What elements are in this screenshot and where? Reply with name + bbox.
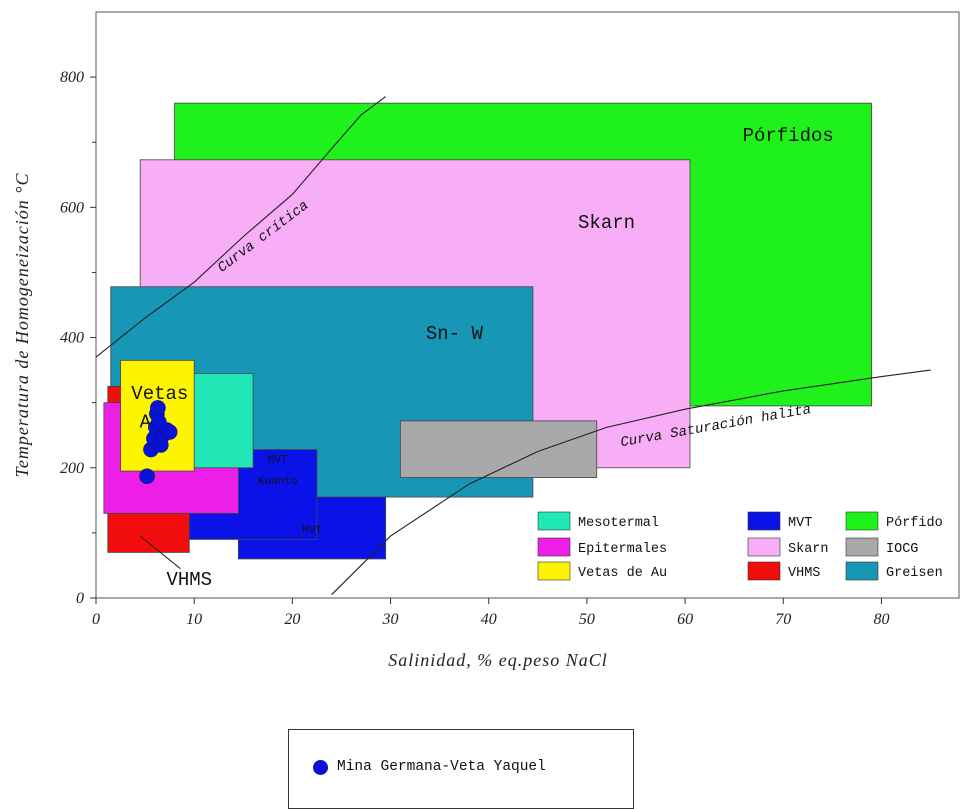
legend-label-porfido: Pórfido bbox=[886, 516, 943, 531]
region-label-mvt: MVT bbox=[302, 525, 322, 537]
vhms-pointer bbox=[139, 535, 181, 570]
x-tick-label: 10 bbox=[186, 611, 202, 628]
curve-curva-saturacion-halita bbox=[331, 369, 931, 596]
deposit-legend: Mesotermal Epitermales Vetas de Au MVT Skarn… bbox=[537, 511, 943, 581]
x-tick-label: 40 bbox=[481, 611, 497, 628]
sample-marker-icon bbox=[313, 760, 328, 775]
legend-swatch-greisen bbox=[845, 561, 879, 581]
data-point bbox=[150, 400, 166, 416]
y-axis-label: Temperatura de Homogeneización °C bbox=[12, 172, 32, 477]
y-tick-label: 0 bbox=[76, 590, 84, 607]
data-point bbox=[161, 424, 178, 440]
vhms-annotation: VHMS bbox=[166, 569, 212, 591]
x-tick-label: 70 bbox=[775, 611, 791, 628]
legend-swatch-vhms bbox=[747, 561, 781, 581]
legend-label-greisen: Greisen bbox=[886, 566, 943, 581]
region-label-sn-w: Sn- W bbox=[426, 323, 484, 345]
legend-swatch-mesotermal bbox=[537, 511, 571, 531]
samples-legend: Mina Germana-Veta Yaquel bbox=[288, 729, 634, 809]
legend-label-vhms: VHMS bbox=[788, 566, 820, 581]
legend-swatch-epitermales bbox=[537, 537, 571, 557]
x-tick-label: 0 bbox=[92, 611, 100, 628]
plot-frame bbox=[95, 11, 960, 599]
x-axis-label: Salinidad, % eq.peso NaCl bbox=[388, 650, 608, 670]
legend-swatch-vetas-de-au bbox=[537, 561, 571, 581]
region-label-vetas-line1: Vetas bbox=[131, 383, 188, 405]
legend-swatch-iocg bbox=[845, 537, 879, 557]
y-tick-label: 200 bbox=[60, 460, 84, 477]
samples-legend-label: Mina Germana-Veta Yaquel bbox=[337, 759, 546, 775]
y-tick-label: 600 bbox=[60, 199, 84, 216]
axes: 0 10 20 30 40 50 60 70 800200400600800Salinidad,… bbox=[12, 69, 889, 670]
legend-label-iocg: IOCG bbox=[886, 542, 918, 557]
legend-label-mesotermal: Mesotermal bbox=[578, 516, 659, 531]
regions bbox=[103, 102, 873, 560]
x-tick-label: 50 bbox=[579, 611, 595, 628]
region-label-mvt-kuanto-line1: MVT bbox=[268, 455, 288, 467]
curve-curva-critica bbox=[95, 96, 386, 358]
legend-label-vetas-de-au: Vetas de Au bbox=[578, 566, 667, 581]
legend-swatch-porfido bbox=[845, 511, 879, 531]
legend-label-mvt: MVT bbox=[788, 516, 812, 531]
region-label-porfidos: Pórfidos bbox=[743, 125, 834, 147]
legend-label-epitermales: Epitermales bbox=[578, 542, 667, 557]
x-tick-label: 30 bbox=[382, 611, 399, 628]
x-tick-label: 20 bbox=[284, 611, 300, 628]
region-iocg bbox=[399, 420, 598, 478]
region-label-mvt-kuanto-line2: Kuanto bbox=[258, 476, 298, 488]
region-label-skarn: Skarn bbox=[578, 212, 635, 234]
legend-label-skarn: Skarn bbox=[788, 542, 829, 557]
y-tick-label: 400 bbox=[60, 330, 84, 347]
x-tick-label: 80 bbox=[873, 611, 889, 628]
legend-swatch-skarn bbox=[747, 537, 781, 557]
x-tick-label: 60 bbox=[677, 611, 693, 628]
data-point bbox=[139, 468, 155, 485]
legend-swatch-mvt bbox=[747, 511, 781, 531]
y-tick-label: 800 bbox=[60, 69, 84, 86]
data-points bbox=[139, 400, 178, 485]
